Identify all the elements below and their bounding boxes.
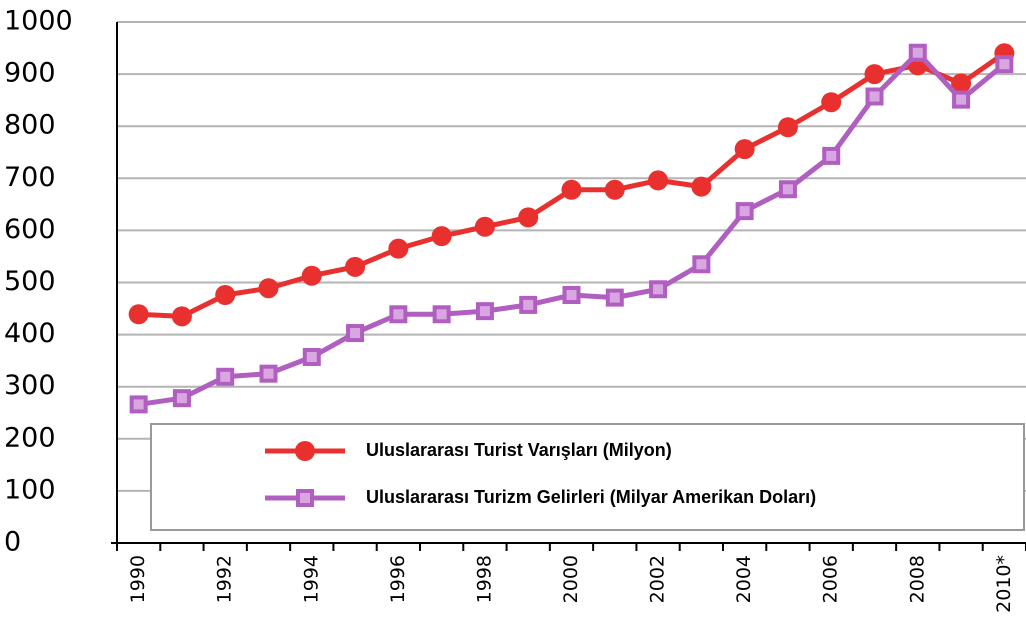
legend-box: [150, 423, 1025, 531]
marker: [388, 238, 409, 259]
x-tick-label: 1996: [387, 555, 409, 603]
x-tick-label: 2010*: [993, 555, 1015, 613]
x-tick-label: 2002: [647, 555, 669, 603]
x-tick-label: 1994: [300, 555, 322, 603]
marker-inner: [869, 91, 880, 102]
y-tick-label: 800: [4, 110, 56, 141]
x-tick-label: 2000: [560, 555, 582, 603]
y-tick-label: 300: [4, 370, 56, 401]
marker-inner: [739, 206, 750, 217]
marker-inner: [350, 328, 361, 339]
y-tick-label: 700: [4, 162, 56, 193]
marker: [474, 216, 495, 237]
marker: [735, 202, 754, 221]
marker-inner: [393, 309, 404, 320]
marker: [475, 302, 494, 321]
marker: [346, 324, 365, 343]
marker: [778, 180, 797, 199]
marker: [864, 64, 885, 85]
x-tick-label: 1990: [127, 555, 149, 603]
marker: [865, 87, 884, 106]
marker-inner: [133, 399, 144, 410]
marker: [296, 489, 314, 507]
marker-inner: [696, 259, 707, 270]
legend-label: Uluslararası Turizm Gelirleri (Milyar Am…: [366, 487, 816, 507]
marker-inner: [523, 299, 534, 310]
marker: [821, 92, 842, 113]
marker-inner: [306, 352, 317, 363]
marker-inner: [912, 47, 923, 58]
marker: [952, 90, 971, 109]
legend-label: Uluslararası Turist Varışları (Milyon): [366, 440, 672, 460]
x-tick-label: 2006: [820, 555, 842, 603]
y-tick-label: 100: [4, 474, 56, 505]
marker: [129, 395, 148, 414]
marker: [562, 286, 581, 305]
marker: [215, 285, 236, 306]
marker: [692, 255, 711, 274]
marker: [649, 280, 668, 299]
marker: [995, 55, 1014, 74]
marker: [777, 117, 798, 138]
marker: [128, 304, 149, 325]
marker-inner: [566, 290, 577, 301]
marker: [301, 265, 322, 286]
y-tick-label: 200: [4, 422, 56, 453]
marker-inner: [956, 94, 967, 105]
marker: [258, 278, 279, 299]
marker: [691, 176, 712, 197]
marker-inner: [479, 306, 490, 317]
marker-inner: [300, 493, 310, 503]
x-tick-label: 2004: [733, 555, 755, 603]
marker: [259, 364, 278, 383]
marker-inner: [220, 371, 231, 382]
marker: [648, 170, 669, 191]
marker: [519, 295, 538, 314]
y-tick-label: 900: [4, 58, 56, 89]
marker: [604, 179, 625, 200]
marker: [345, 256, 366, 277]
marker: [431, 226, 452, 247]
marker: [605, 288, 624, 307]
marker: [734, 139, 755, 160]
marker-inner: [436, 309, 447, 320]
marker: [389, 305, 408, 324]
marker-inner: [782, 184, 793, 195]
marker: [561, 179, 582, 200]
marker: [302, 348, 321, 367]
marker-inner: [609, 292, 620, 303]
marker-inner: [999, 59, 1010, 70]
marker: [295, 441, 315, 461]
x-tick-label: 2008: [906, 555, 928, 603]
marker-inner: [826, 150, 837, 161]
y-tick-label: 0: [4, 527, 21, 558]
y-tick-label: 400: [4, 318, 56, 349]
marker: [951, 73, 972, 94]
marker: [908, 43, 927, 62]
marker: [216, 367, 235, 386]
marker: [171, 306, 192, 327]
marker: [172, 389, 191, 408]
y-tick-label: 1000: [4, 6, 73, 37]
marker-inner: [653, 284, 664, 295]
marker-inner: [263, 368, 274, 379]
y-tick-label: 500: [4, 266, 56, 297]
marker: [518, 207, 539, 228]
x-tick-label: 1998: [473, 555, 495, 603]
marker: [822, 146, 841, 165]
x-tick-label: 1992: [214, 555, 236, 603]
y-tick-label: 600: [4, 214, 56, 245]
marker: [432, 305, 451, 324]
marker-inner: [176, 393, 187, 404]
